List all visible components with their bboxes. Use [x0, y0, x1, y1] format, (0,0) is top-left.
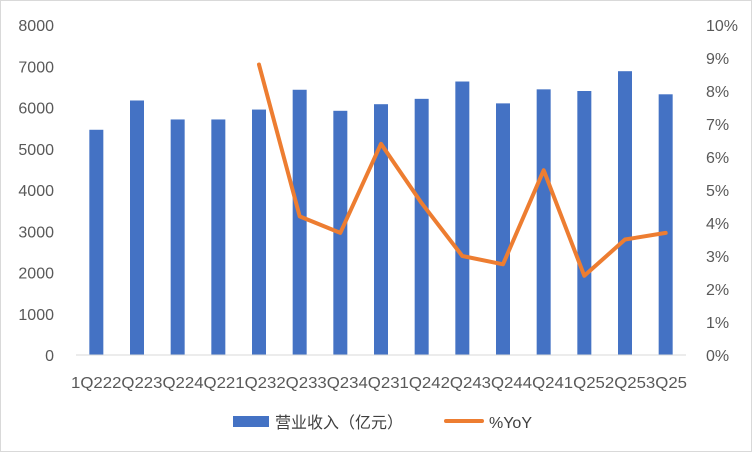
right-tick-label: 8%: [706, 84, 729, 101]
revenue-bar: [414, 98, 429, 356]
revenue-bar: [130, 100, 144, 355]
right-tick-label: 6%: [706, 150, 729, 167]
yoy-line: [257, 62, 668, 278]
right-tick-label: 2%: [706, 282, 729, 299]
left-axis: 0 1000 2000 3000 4000 5000 6000 7000 8000: [18, 18, 54, 365]
revenue-bars: [89, 71, 673, 356]
left-tick-label: 2000: [18, 266, 54, 283]
left-tick-label: 0: [45, 348, 54, 365]
right-axis: 0% 1% 2% 3% 4% 5% 6% 7% 8% 9% 10%: [706, 18, 738, 365]
legend-bar-swatch: [233, 416, 269, 427]
right-tick-label: 5%: [706, 183, 729, 200]
legend-bar-label: 营业收入（亿元）: [275, 414, 403, 432]
left-tick-label: 6000: [18, 101, 54, 118]
right-tick-label: 9%: [706, 51, 729, 68]
revenue-bar: [252, 109, 266, 355]
revenue-bar: [536, 89, 551, 355]
left-tick-label: 7000: [18, 59, 54, 76]
left-tick-label: 5000: [18, 142, 54, 159]
right-tick-label: 1%: [706, 315, 729, 332]
revenue-bar: [618, 71, 632, 355]
revenue-bar: [374, 104, 388, 355]
revenue-bar: [496, 103, 510, 355]
revenue-bar: [211, 119, 226, 356]
right-tick-label: 7%: [706, 117, 729, 134]
left-tick-label: 4000: [18, 183, 54, 200]
legend-line-label: %YoY: [489, 415, 532, 432]
left-tick-label: 3000: [18, 224, 54, 241]
legend: 营业收入（亿元） %YoY: [233, 414, 532, 432]
right-tick-label: 0%: [706, 348, 729, 365]
revenue-bar: [658, 94, 673, 356]
right-tick-label: 3%: [706, 249, 729, 266]
revenue-bar: [292, 89, 307, 355]
revenue-bar: [170, 119, 185, 356]
revenue-bar: [455, 81, 470, 355]
yoy-line-layer: [257, 62, 668, 278]
left-tick-label: 8000: [18, 18, 54, 35]
x-axis-tick-labels: 1Q222Q223Q224Q221Q232Q233Q234Q231Q242Q24…: [71, 375, 687, 392]
right-tick-label: 4%: [706, 216, 729, 233]
revenue-bar: [577, 91, 592, 355]
revenue-bar: [89, 129, 104, 355]
left-tick-label: 1000: [18, 307, 54, 324]
right-tick-label: 10%: [706, 18, 738, 35]
